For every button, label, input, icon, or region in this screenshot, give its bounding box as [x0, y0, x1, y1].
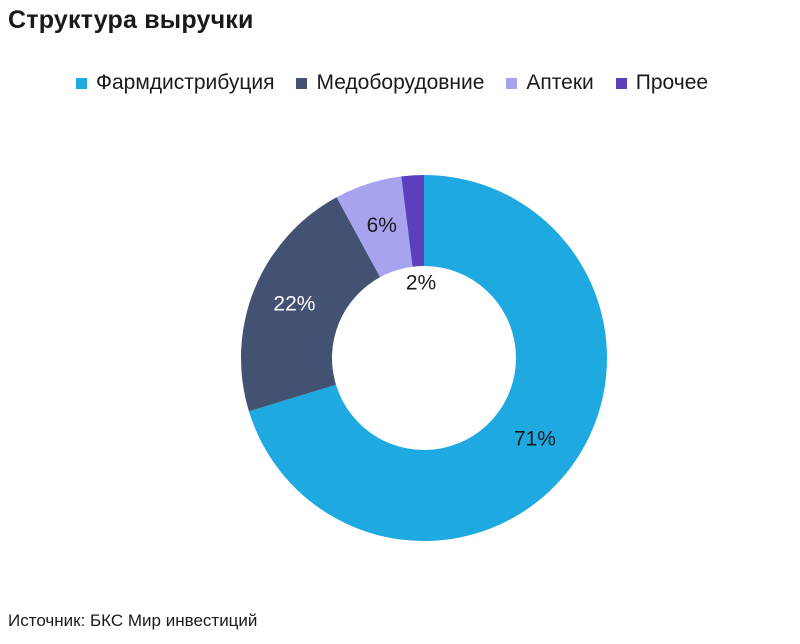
slice-pharma-distribution	[248, 175, 607, 541]
legend-swatch	[615, 77, 627, 89]
legend-label: Медоборудовние	[316, 71, 485, 94]
legend-item-pharma-distribution: Фармдистрибуция	[76, 71, 274, 95]
slice-label-other: 2%	[406, 272, 436, 295]
legend-item-medical-equipment: Медоборудовние	[296, 71, 484, 95]
legend-label: Фармдистрибуция	[96, 71, 275, 94]
legend-swatch	[296, 77, 308, 89]
chart-legend: Фармдистрибуция Медоборудовние Аптеки Пр…	[76, 71, 708, 95]
slice-label-medical-equipment: 22%	[273, 292, 315, 315]
legend-swatch	[506, 77, 518, 89]
legend-label: Прочее	[635, 71, 709, 94]
chart-title: Структура выручки	[8, 6, 254, 34]
slice-label-pharma-distribution: 71%	[514, 428, 556, 451]
legend-swatch	[76, 77, 87, 89]
legend-label: Аптеки	[526, 71, 594, 94]
slice-label-pharmacies: 6%	[367, 214, 397, 237]
slice-pharmacies	[336, 176, 413, 278]
slice-other	[401, 175, 424, 267]
slice-medical-equipment	[241, 197, 381, 412]
legend-item-pharmacies: Аптеки	[506, 71, 594, 95]
source-note: Источник: БКС Мир инвестиций	[8, 611, 258, 630]
legend-item-other: Прочее	[615, 71, 709, 95]
